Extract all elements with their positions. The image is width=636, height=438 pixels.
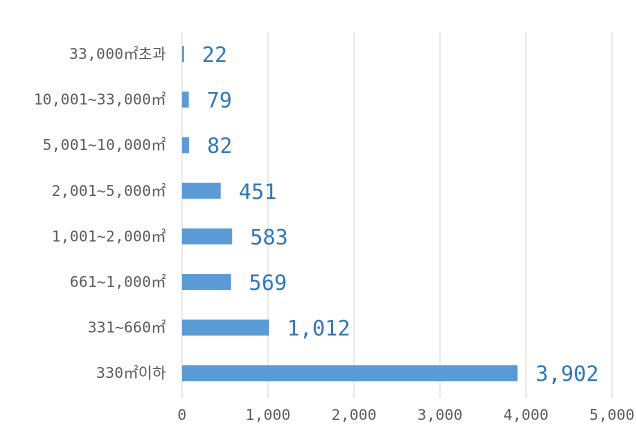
bar — [182, 137, 190, 154]
data-label: 451 — [239, 180, 277, 204]
data-label: 22 — [202, 43, 227, 67]
x-tick-label: 0 — [177, 406, 186, 424]
category-label: 2,001~5,000㎡ — [52, 182, 166, 200]
category-label: 10,001~33,000㎡ — [34, 91, 166, 109]
category-labels: 33,000㎡초과 10,001~33,000㎡ 5,001~10,000㎡ 2,00… — [34, 45, 167, 382]
bar — [182, 365, 518, 382]
data-label: 82 — [207, 134, 232, 158]
category-label: 661~1,000㎡ — [70, 273, 166, 291]
x-tick-label: 1,000 — [245, 406, 290, 424]
x-axis-tick-labels: 0 1,000 2,000 3,000 4,000 5,000 — [177, 406, 634, 424]
category-label: 33,000㎡초과 — [69, 45, 166, 63]
category-label: 5,001~10,000㎡ — [43, 136, 166, 154]
bar — [182, 274, 231, 290]
bar — [182, 182, 221, 199]
x-tick-label: 4,000 — [503, 406, 548, 424]
data-label: 583 — [250, 225, 288, 249]
data-label: 1,012 — [287, 317, 350, 341]
bar — [182, 228, 233, 245]
bar — [182, 46, 184, 62]
bar — [182, 319, 270, 336]
data-label: 569 — [249, 271, 287, 295]
category-label: 330㎡이하 — [96, 364, 166, 382]
data-label: 3,902 — [536, 362, 599, 386]
data-label: 79 — [207, 89, 232, 113]
bars — [182, 46, 518, 382]
x-tick-label: 2,000 — [331, 406, 376, 424]
gridlines — [181, 32, 613, 398]
x-tick-label: 5,000 — [589, 406, 634, 424]
category-label: 331~660㎡ — [88, 319, 166, 337]
x-tick-label: 3,000 — [417, 406, 462, 424]
bar — [182, 91, 189, 108]
category-label: 1,001~2,000㎡ — [52, 227, 166, 245]
